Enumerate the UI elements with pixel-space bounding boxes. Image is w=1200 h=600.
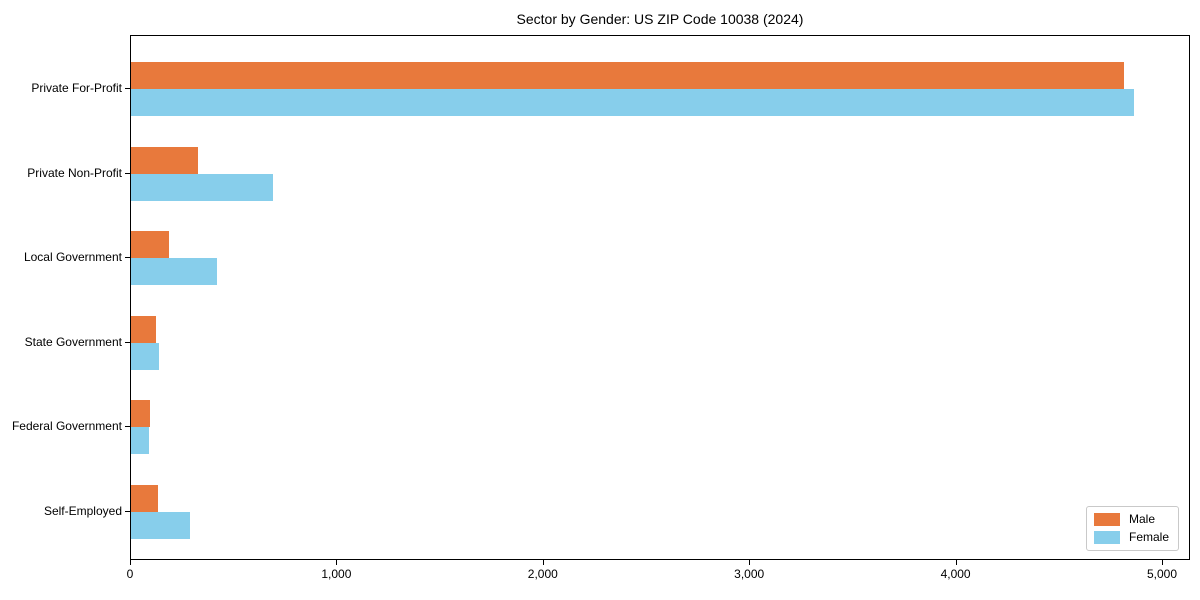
x-tick-mark	[336, 560, 338, 565]
bar-female-2	[131, 173, 274, 201]
y-axis-label: Self-Employed	[43, 503, 122, 518]
x-tick-label: 3,000	[734, 567, 765, 581]
bar-male-5	[131, 400, 150, 427]
bar-female-4	[131, 342, 159, 370]
bar-male-6	[131, 484, 158, 512]
legend: Male Female	[1085, 506, 1179, 551]
y-axis-label: Private Non-Profit	[27, 165, 122, 180]
bar-female-3	[131, 258, 217, 285]
x-tick-mark	[749, 560, 751, 565]
x-tick-label: 5,000	[1146, 567, 1178, 581]
x-tick-mark	[130, 560, 131, 565]
y-axis-label: Federal Government	[11, 419, 122, 433]
legend-item-female: Female	[1093, 530, 1169, 544]
x-tick-label: 0	[126, 567, 134, 581]
x-tick-mark	[542, 560, 544, 565]
plot-area: Male Female	[130, 35, 1190, 560]
y-axis-label: Private For-Profit	[31, 81, 122, 95]
legend-label: Female	[1128, 530, 1169, 544]
legend-label: Male	[1128, 512, 1155, 526]
bar-male-4	[131, 315, 156, 343]
x-tick-label: 4,000	[940, 567, 971, 581]
y-tick-mark	[125, 172, 130, 174]
x-tick-mark	[955, 560, 957, 565]
bar-male-2	[131, 146, 199, 174]
y-tick-mark	[125, 341, 130, 343]
y-tick-mark	[125, 510, 130, 512]
legend-swatch-male	[1093, 513, 1120, 526]
x-tick-mark	[1162, 560, 1163, 565]
y-tick-mark	[125, 257, 130, 258]
y-tick-mark	[125, 88, 130, 89]
legend-swatch-female	[1093, 531, 1120, 544]
bar-male-1	[131, 62, 1124, 89]
bar-female-1	[131, 89, 1135, 116]
bar-female-6	[131, 511, 190, 539]
x-tick-label: 1,000	[321, 567, 352, 581]
chart-title: Sector by Gender: US ZIP Code 10038 (202…	[516, 11, 804, 27]
y-tick-mark	[125, 426, 130, 427]
x-tick-label: 2,000	[527, 567, 558, 581]
legend-item-male: Male	[1093, 512, 1169, 526]
bar-female-5	[131, 427, 150, 454]
y-axis-label: State Government	[24, 334, 122, 349]
bar-male-3	[131, 231, 170, 258]
y-axis-label: Local Government	[23, 250, 122, 264]
